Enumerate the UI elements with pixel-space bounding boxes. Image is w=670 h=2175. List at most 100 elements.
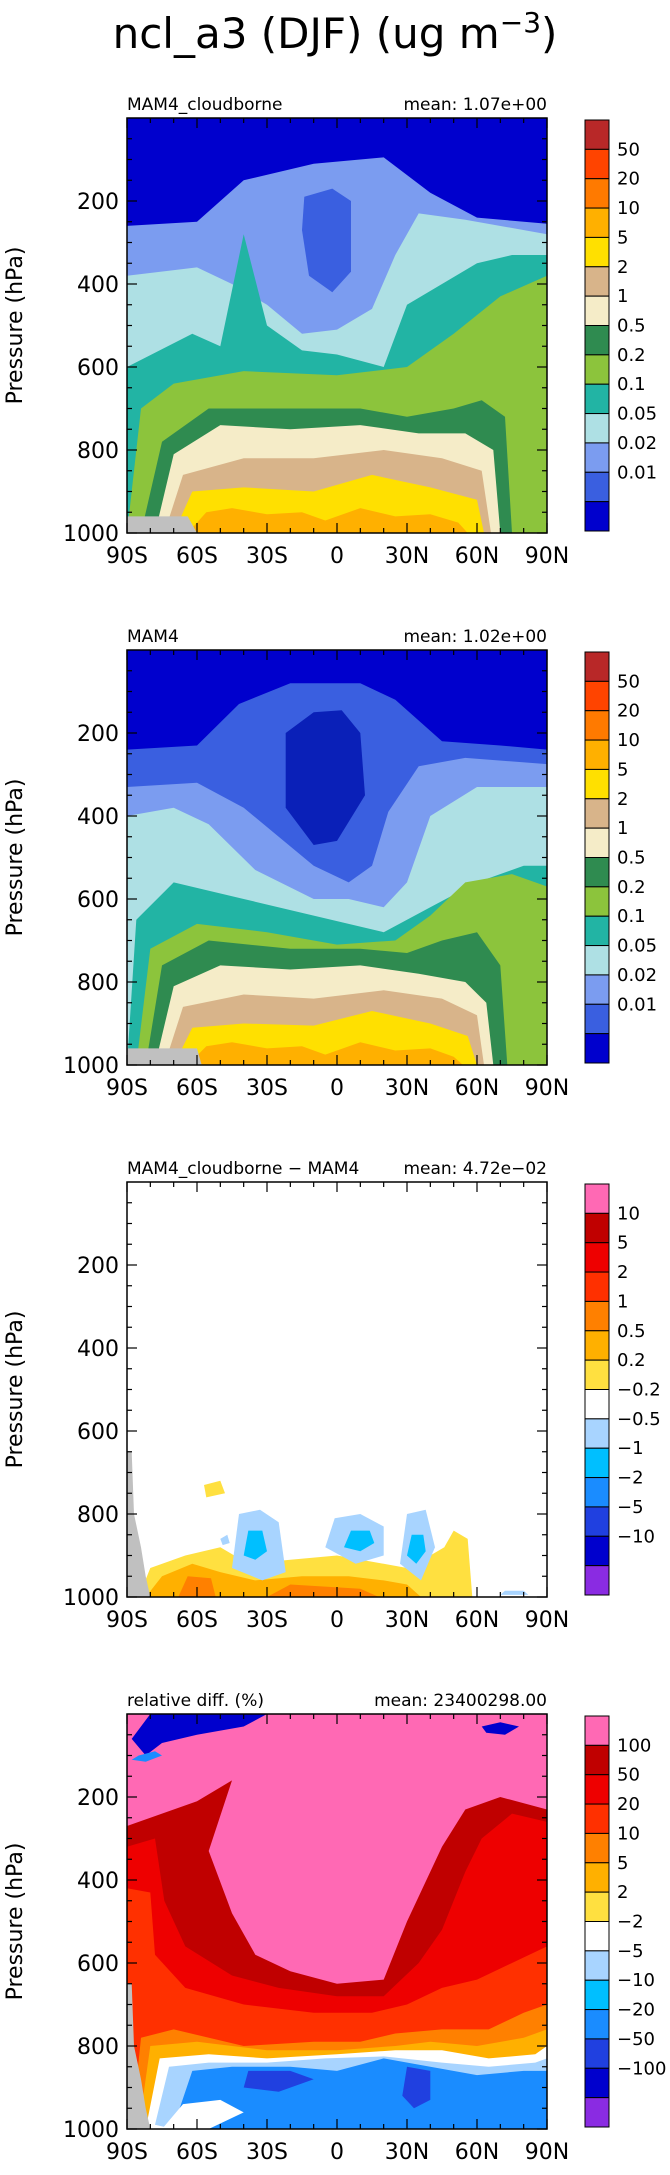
y-axis-title: Pressure (hPa) <box>3 1311 28 1469</box>
colorbar-box <box>584 1033 610 1064</box>
colorbar-label: 5 <box>617 1233 628 1254</box>
y-tick-label: 400 <box>77 1337 119 1362</box>
contour-fill <box>127 650 547 1065</box>
contour-region <box>127 1983 151 2129</box>
x-tick-label: 30N <box>385 1608 429 1633</box>
colorbar-label: 0.02 <box>617 433 657 454</box>
x-tick-label: 90S <box>106 544 148 569</box>
y-tick-label: 800 <box>77 971 119 996</box>
contour-region <box>127 1048 202 1065</box>
figure-title: ncl_a3 (DJF) (ug m−3) <box>113 6 558 58</box>
contour-fill <box>127 118 547 533</box>
y-tick-label: 1000 <box>63 2118 119 2143</box>
colorbar-label: −50 <box>617 2029 655 2050</box>
colorbar-label: −1 <box>617 1438 644 1459</box>
colorbar-label: −100 <box>617 2058 666 2079</box>
panel-4: relative diff. (%) mean: 23400298.0020040… <box>3 1691 666 2165</box>
contour-region <box>267 1584 379 1597</box>
colorbar-box <box>584 1242 610 1273</box>
contour-region <box>178 1576 216 1597</box>
colorbar-label: −20 <box>617 2000 655 2021</box>
x-tick-label: 30S <box>246 2140 288 2165</box>
y-tick-label: 200 <box>77 722 119 747</box>
panel-mean: mean: 1.07e+00 <box>403 95 547 115</box>
colorbar-box <box>584 236 610 268</box>
x-tick-label: 60N <box>455 544 499 569</box>
colorbar-box <box>584 1330 610 1361</box>
colorbar-box <box>584 207 610 238</box>
figure-title-main: ncl_a3 (DJF) (ug m <box>113 9 500 58</box>
colorbar-box <box>584 1862 610 1893</box>
colorbar-label: 20 <box>617 169 640 190</box>
panel-3: MAM4_cloudborne − MAM4 mean: 4.72e−02 200 4… <box>3 1159 661 1633</box>
x-tick-label: 60S <box>176 544 218 569</box>
panel-title: MAM4_cloudborne − MAM4 <box>127 1159 359 1179</box>
colorbar-label: 0.05 <box>617 936 657 957</box>
colorbar-label: −5 <box>617 1941 644 1962</box>
colorbar-label: 0.1 <box>617 374 646 395</box>
contour-region <box>285 710 365 845</box>
colorbar-box <box>584 1447 610 1479</box>
contour-region <box>344 1530 375 1552</box>
colorbar-label: 10 <box>617 1823 640 1844</box>
colorbar-label: −0.2 <box>617 1380 661 1401</box>
colorbar-label: 10 <box>617 1203 640 1224</box>
x-tick-label: 0 <box>330 1608 344 1633</box>
colorbar-box <box>584 148 610 180</box>
colorbar-label: 50 <box>617 671 640 692</box>
colorbar-label: 0.2 <box>617 1350 646 1371</box>
colorbar-box <box>584 827 610 859</box>
colorbar-label: 2 <box>617 1882 628 1903</box>
colorbar-label: 2 <box>617 789 628 810</box>
colorbar-label: 50 <box>617 1765 640 1786</box>
colorbar-label: −2 <box>617 1912 644 1933</box>
colorbar: 50 20 10 5 2 1 0.5 0.2 0.1 0.05 0.02 0.01 <box>584 119 657 532</box>
y-tick-label: 600 <box>77 356 119 381</box>
x-tick-label: 60S <box>176 2140 218 2165</box>
colorbar-box <box>584 119 610 150</box>
panels: MAM4_cloudborne mean: 1.07e+0020040060080… <box>3 95 666 2165</box>
colorbar-box <box>584 325 610 356</box>
x-tick-label: 60N <box>455 1076 499 1101</box>
colorbar-label: 0.02 <box>617 965 657 986</box>
contour-region <box>243 2070 314 2092</box>
colorbar-box <box>584 1950 610 1981</box>
contour-region <box>204 1480 225 1498</box>
colorbar-box <box>584 974 610 1005</box>
x-tick-label: 90S <box>106 2140 148 2165</box>
colorbar-label: 10 <box>617 730 640 751</box>
x-tick-label: 90N <box>525 1608 569 1633</box>
colorbar: 50 20 10 5 2 1 0.5 0.2 0.1 0.05 0.02 0.01 <box>584 651 657 1064</box>
contour-region <box>302 188 351 293</box>
colorbar-box <box>584 1565 610 1596</box>
colorbar-box <box>584 2009 610 2040</box>
contour-region <box>131 1714 267 1756</box>
colorbar-box <box>584 1979 610 2011</box>
x-tick-label: 30S <box>246 1608 288 1633</box>
colorbar-label: −10 <box>617 1526 655 1547</box>
colorbar-box <box>584 1300 610 1332</box>
y-tick-label: 1000 <box>63 1586 119 1611</box>
x-tick-label: 0 <box>330 544 344 569</box>
colorbar-box <box>584 266 610 297</box>
y-tick-label: 800 <box>77 1503 119 1528</box>
colorbar-box <box>584 739 610 770</box>
x-tick-label: 90S <box>106 1076 148 1101</box>
panel-title: relative diff. (%) <box>127 1691 264 1711</box>
colorbar-label: 100 <box>617 1735 651 1756</box>
contour-region <box>127 1451 151 1597</box>
y-tick-label: 800 <box>77 2035 119 2060</box>
x-tick-label: 30S <box>246 1076 288 1101</box>
colorbar-label: 20 <box>617 1794 640 1815</box>
y-tick-label: 1000 <box>63 1054 119 1079</box>
y-tick-label: 400 <box>77 805 119 830</box>
contour-region <box>187 508 468 533</box>
colorbar-label: 0.01 <box>617 462 657 483</box>
colorbar-box <box>584 680 610 712</box>
y-tick-label: 400 <box>77 273 119 298</box>
colorbar-label: 1 <box>617 286 628 307</box>
contour-fill <box>127 1714 547 2129</box>
panel-mean: mean: 23400298.00 <box>374 1691 547 1711</box>
colorbar-box <box>584 354 610 385</box>
